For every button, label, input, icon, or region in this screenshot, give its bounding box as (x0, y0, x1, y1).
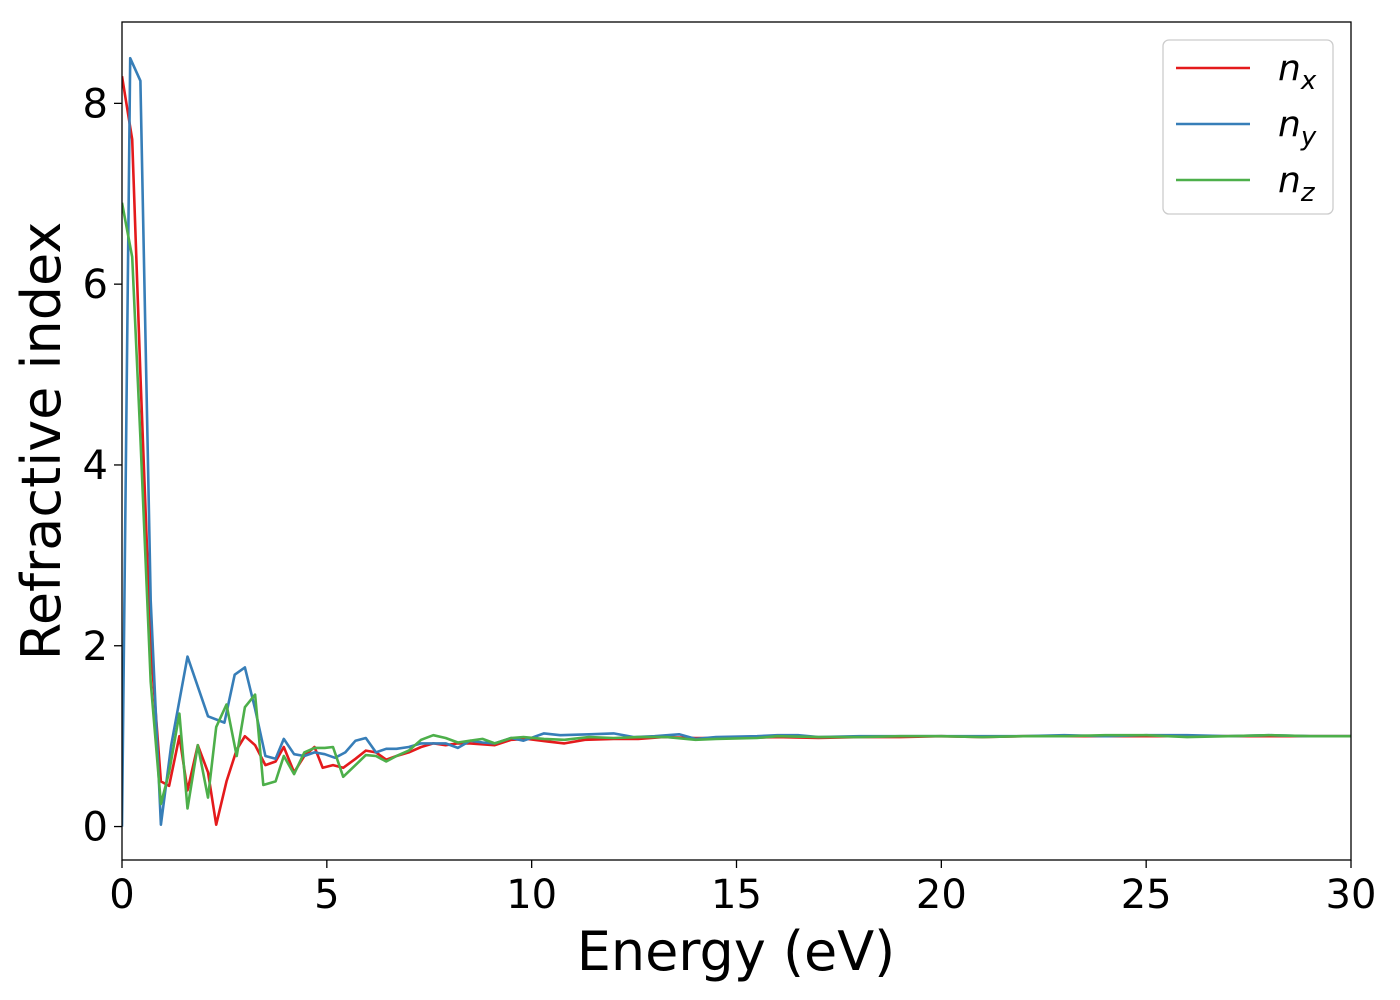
x-tick-label: 10 (506, 872, 557, 918)
x-tick-label: 15 (711, 872, 762, 918)
legend-label-main: n (1278, 160, 1301, 201)
y-axis: 0 2 4 6 8 (83, 81, 122, 851)
x-axis: 0 5 10 15 20 25 30 (109, 860, 1376, 918)
legend-label-y: ny (1278, 104, 1317, 152)
x-tick-label: 25 (1121, 872, 1172, 918)
legend-label-z: nz (1278, 160, 1316, 208)
series-line-z (122, 202, 1351, 810)
y-tick-label: 0 (83, 805, 108, 851)
y-tick-label: 2 (83, 624, 108, 670)
y-tick-label: 4 (83, 443, 108, 489)
y-tick-label: 6 (83, 262, 108, 308)
legend-box (1162, 39, 1334, 215)
legend-label-subscript: y (1300, 122, 1317, 152)
legend-label-subscript: z (1300, 178, 1316, 208)
series-layer (122, 56, 1351, 827)
legend-label-main: n (1278, 104, 1301, 145)
legend-label-subscript: x (1300, 66, 1317, 96)
x-tick-label: 5 (314, 872, 339, 918)
y-axis-title: Refractive index (10, 222, 73, 661)
legend-label-main: n (1278, 48, 1301, 89)
legend-label-x: nx (1278, 48, 1317, 96)
x-tick-label: 0 (109, 872, 134, 918)
x-tick-label: 30 (1326, 872, 1377, 918)
y-tick-label: 8 (83, 81, 108, 127)
x-tick-label: 20 (916, 872, 967, 918)
x-axis-title: Energy (eV) (577, 920, 896, 983)
